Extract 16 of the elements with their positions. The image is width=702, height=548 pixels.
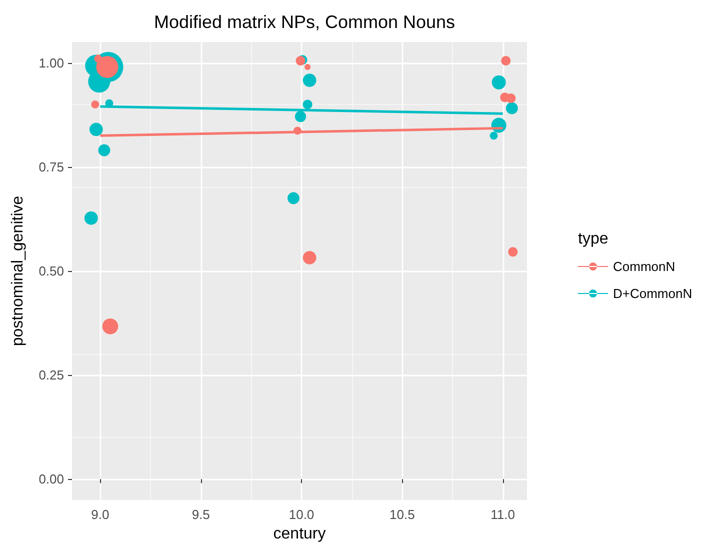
legend-label: D+CommonN xyxy=(613,286,692,301)
x-axis-title: century xyxy=(273,526,326,542)
y-axis-title: postnominal_genitive xyxy=(10,196,26,346)
y-tick-label: 0.00 xyxy=(38,472,64,487)
chart-title: Modified matrix NPs, Common Nouns xyxy=(154,12,456,32)
x-tick-label: 10.5 xyxy=(390,507,415,522)
legend-label: CommonN xyxy=(613,259,676,274)
y-tick-label: 0.25 xyxy=(38,368,64,383)
x-tick-label: 11.0 xyxy=(490,507,516,522)
y-tick-label: 0.75 xyxy=(38,159,64,174)
y-tick-label: 0.50 xyxy=(38,264,64,278)
x-tick-label: 10.0 xyxy=(288,507,314,522)
x-tick-label: 9.0 xyxy=(91,507,110,522)
y-tick-label: 1.00 xyxy=(38,55,64,70)
x-tick-label: 9.5 xyxy=(192,507,210,522)
legend-title: type xyxy=(578,230,608,248)
